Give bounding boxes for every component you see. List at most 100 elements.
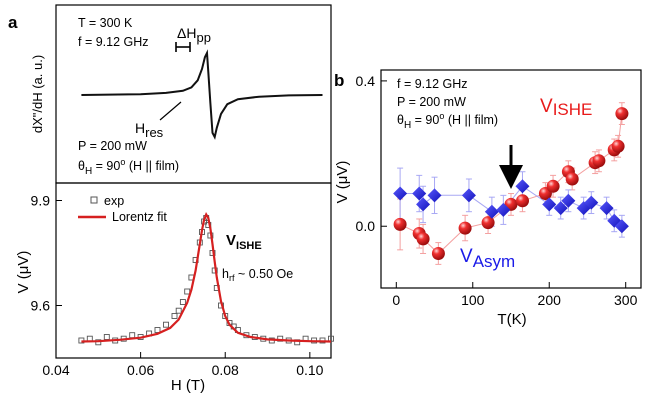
- vishe-connector: [399, 113, 623, 255]
- angle-rest: = 90: [92, 159, 120, 173]
- panel-b-vishe-label: VISHE: [540, 96, 592, 119]
- vishe-point: [431, 247, 445, 260]
- vishe-main: V: [226, 232, 236, 249]
- hrf-rest: ~ 0.50 Oe: [234, 267, 293, 281]
- b-angle-theta: θ: [397, 113, 404, 127]
- vishe-point: [481, 216, 495, 230]
- exp-point: [184, 288, 191, 295]
- vishe-point: [516, 194, 529, 208]
- b-ytick-label-1: 0.4: [356, 73, 376, 89]
- b-angle-tail: (H || film): [444, 113, 498, 127]
- exp-point: [277, 335, 284, 342]
- panel-b-angle: θH = 90o (H || film): [397, 111, 498, 131]
- b-angle-rest: = 90: [411, 113, 439, 127]
- b-xtick-label-0: 0: [392, 292, 400, 308]
- linewidth-main: ΔH: [177, 25, 196, 41]
- panel-label-a: a: [8, 13, 18, 32]
- fmr-derivative-curve: [81, 49, 323, 140]
- vasym-point: [542, 197, 557, 212]
- b-xtick-label-3: 300: [614, 292, 638, 308]
- b-vasym-sub: Asym: [473, 252, 516, 271]
- a-xtick-label-1: 0.06: [127, 362, 154, 378]
- angle-theta: θ: [78, 159, 85, 173]
- exp-point: [154, 327, 161, 333]
- panel-b-frame: [380, 69, 642, 289]
- panel-a-top: dX"/dH (a. u.) T = 300 K f = 9.12 GHz ΔH…: [30, 4, 332, 184]
- b-vishe-sub: ISHE: [553, 100, 593, 119]
- hrf-main: h: [222, 267, 229, 281]
- b-angle-deg: o: [439, 111, 444, 121]
- panel-a-bottom-ylabel: V (μV): [15, 251, 32, 294]
- panel-a-angle: θH = 90o (H || film): [78, 157, 179, 177]
- legend-exp-marker: [90, 196, 98, 204]
- panel-a-resonance-label: Hres: [135, 120, 164, 140]
- resonance-sub: res: [145, 125, 164, 140]
- a-xtick-label-3: 0.10: [296, 362, 323, 378]
- resonance-pointer: [159, 101, 182, 121]
- panel-label-b: b: [334, 71, 344, 90]
- angle-sub: H: [85, 166, 92, 177]
- vishe-sub: ISHE: [236, 240, 262, 252]
- vishe-point: [416, 232, 430, 246]
- vishe-point: [615, 107, 629, 121]
- b-angle-sub: H: [404, 120, 411, 131]
- panel-b-ticks: 0 100 200 300 0.0 0.4: [356, 73, 638, 308]
- panel-b-power: P = 200 mW: [397, 95, 466, 109]
- a-ytick-label-0: 9.6: [31, 298, 51, 314]
- a-xtick-label-0: 0.04: [42, 362, 69, 378]
- vishe-point: [393, 217, 407, 231]
- vishe-point: [592, 154, 606, 168]
- panel-a-top-ylabel: dX"/dH (a. u.): [30, 55, 45, 133]
- vishe-point: [458, 221, 472, 235]
- panel-b-series: [393, 102, 629, 265]
- b-vishe-main: V: [540, 96, 553, 117]
- a-xtick-label-2: 0.08: [212, 362, 239, 378]
- exp-point: [163, 321, 169, 328]
- vasym-point: [515, 179, 530, 194]
- vishe-point: [565, 172, 579, 186]
- exp-points: [78, 215, 334, 346]
- vasym-point: [393, 186, 408, 201]
- vasym-point: [412, 186, 427, 201]
- lorentz-fit-curve: [81, 212, 332, 343]
- linewidth-sub: pp: [196, 30, 210, 45]
- angle-deg: o: [120, 157, 125, 167]
- panel-a-hrf-label: hrf ~ 0.50 Oe: [222, 267, 293, 283]
- panel-b-vasym-label: VAsym: [460, 246, 515, 271]
- panel-a-power: P = 200 mW: [78, 139, 147, 153]
- panel-a-temperature: T = 300 K: [78, 16, 133, 30]
- vishe-point: [546, 179, 560, 193]
- vasym-connector: [400, 185, 623, 227]
- a-ytick-label-1: 9.9: [31, 193, 51, 209]
- vasym-point: [584, 195, 599, 210]
- panel-b-ylabel: V (μV): [334, 161, 351, 204]
- panel-a-linewidth-label: ΔHpp: [177, 25, 211, 45]
- panel-b-xlabel: T(K): [497, 311, 526, 328]
- vasym-point: [484, 204, 499, 219]
- exp-point: [103, 334, 110, 340]
- legend-fit-label: Lorentz fit: [112, 210, 167, 224]
- b-xtick-label-1: 100: [461, 292, 485, 308]
- vasym-point: [561, 193, 576, 208]
- panel-a-vishe-label: VISHE: [226, 232, 262, 252]
- vishe-point: [611, 139, 625, 153]
- resonance-main: H: [135, 120, 145, 136]
- panel-a-bottom: 0.04 0.06 0.08 0.10 9.6 9.9 V (μV) H (T) exp …: [15, 182, 334, 394]
- b-ytick-label-0: 0.0: [356, 218, 376, 234]
- panel-a-bottom-xlabel: H (T): [171, 377, 205, 394]
- exp-point: [179, 299, 186, 305]
- b-vasym-main: V: [460, 246, 473, 267]
- vasym-point: [461, 188, 476, 203]
- panel-a-bottom-ticks: 0.04 0.06 0.08 0.10 9.6 9.9: [31, 193, 324, 379]
- vasym-point: [599, 201, 614, 216]
- linewidth-bracket: [175, 42, 191, 52]
- exp-point: [175, 307, 182, 314]
- legend-exp-label: exp: [104, 194, 124, 208]
- exp-point: [129, 332, 136, 339]
- exp-point: [171, 313, 178, 319]
- panel-a-bottom-frame: [55, 182, 332, 359]
- panel-a-frequency: f = 9.12 GHz: [78, 35, 149, 49]
- vasym-point: [614, 219, 629, 234]
- hrf-sub: rf: [229, 273, 235, 283]
